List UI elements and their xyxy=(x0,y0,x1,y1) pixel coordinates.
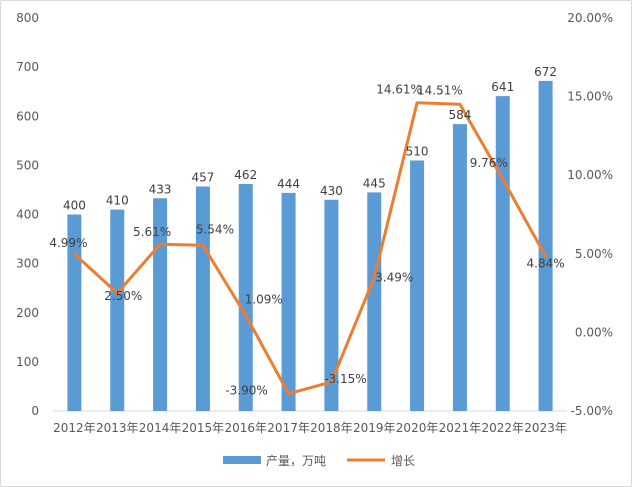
growth-line xyxy=(72,101,548,396)
bar-value-label: 444 xyxy=(277,177,300,191)
x-axis-tick-label: 2022年 xyxy=(481,421,524,435)
bar xyxy=(110,209,125,411)
bar xyxy=(238,184,253,411)
bar-value-label: 584 xyxy=(448,108,471,122)
x-axis-tick-label: 2017年 xyxy=(267,421,310,435)
left-y-axis: 0 100 200 300 400 500 600 700 800 xyxy=(16,11,39,418)
bar xyxy=(538,80,553,411)
left-axis-tick-label: 300 xyxy=(16,257,39,271)
line-value-label: -3.90% xyxy=(225,384,267,398)
bar-value-label: 445 xyxy=(363,176,386,190)
x-axis-tick-label: 2014年 xyxy=(139,421,182,435)
bar xyxy=(367,192,382,411)
legend-swatch-bar xyxy=(223,456,261,464)
line-data-labels: 4.99% 2.50% 5.61% 5.54% 1.09% -3.90% -3.15% 3.4… xyxy=(49,83,564,398)
x-axis-tick-label: 2018年 xyxy=(310,421,353,435)
bar-series xyxy=(67,80,553,412)
right-axis-tick-label: 15.00% xyxy=(567,90,613,104)
line-value-label: 1.09% xyxy=(245,292,283,306)
left-axis-tick-label: 100 xyxy=(16,355,39,369)
line-series xyxy=(72,101,548,396)
line-value-label: -3.15% xyxy=(324,372,366,386)
x-axis-tick-label: 2023年 xyxy=(524,421,567,435)
bar xyxy=(67,214,82,411)
bar-value-label: 400 xyxy=(63,199,86,213)
x-axis-tick-label: 2019年 xyxy=(353,421,396,435)
bar-value-label: 672 xyxy=(534,65,557,79)
right-axis-tick-label: 10.00% xyxy=(567,168,613,182)
bar xyxy=(324,199,339,411)
bar-value-label: 510 xyxy=(406,144,429,158)
bar-data-labels: 400 410 433 457 462 444 430 445 510 584 641 672 xyxy=(63,65,557,213)
x-axis-tick-label: 2013年 xyxy=(96,421,139,435)
bar-value-label: 462 xyxy=(234,168,257,182)
line-value-label: 2.50% xyxy=(104,289,142,303)
bar xyxy=(195,186,210,411)
legend-label-bar: 产量，万吨 xyxy=(266,454,326,468)
line-value-label: 9.76% xyxy=(470,156,508,170)
right-y-axis: -5.00% 0.00% 5.00% 10.00% 15.00% 20.00% xyxy=(567,11,613,418)
x-axis: 2012年 2013年 2014年 2015年 2016年 2017年 2018年 2019年… xyxy=(53,410,567,435)
left-axis-tick-label: 200 xyxy=(16,306,39,320)
legend-label-line: 增长 xyxy=(391,454,415,468)
left-axis-tick-label: 400 xyxy=(16,208,39,222)
right-axis-tick-label: 5.00% xyxy=(575,247,613,261)
line-value-label: 14.61% xyxy=(376,83,422,97)
right-axis-tick-label: -5.00% xyxy=(571,404,613,418)
legend: 产量，万吨 增长 xyxy=(223,454,415,468)
x-axis-tick-label: 2020年 xyxy=(396,421,439,435)
bar xyxy=(153,198,168,411)
bar xyxy=(495,96,510,411)
bar xyxy=(281,192,296,411)
line-value-label: 4.99% xyxy=(49,236,87,250)
right-axis-tick-label: 20.00% xyxy=(567,11,613,25)
left-axis-tick-label: 500 xyxy=(16,158,39,172)
bar-value-label: 457 xyxy=(191,170,214,184)
line-value-label: 3.49% xyxy=(375,271,413,285)
left-axis-tick-label: 0 xyxy=(31,404,39,418)
bar xyxy=(410,160,425,411)
left-axis-tick-label: 600 xyxy=(16,109,39,123)
line-value-label: 14.51% xyxy=(417,83,463,97)
bar-value-label: 410 xyxy=(106,194,129,208)
bar-value-label: 430 xyxy=(320,184,343,198)
line-value-label: 4.84% xyxy=(527,256,565,270)
right-axis-tick-label: 0.00% xyxy=(575,325,613,339)
left-axis-tick-label: 800 xyxy=(16,11,39,25)
x-axis-tick-label: 2012年 xyxy=(53,421,96,435)
left-axis-tick-label: 700 xyxy=(16,60,39,74)
bar-value-label: 433 xyxy=(149,182,172,196)
x-axis-tick-label: 2021年 xyxy=(439,421,482,435)
bar-value-label: 641 xyxy=(491,80,514,94)
x-axis-tick-label: 2016年 xyxy=(224,421,267,435)
line-value-label: 5.61% xyxy=(133,225,171,239)
line-value-label: 5.54% xyxy=(196,222,234,236)
bar xyxy=(452,124,467,412)
x-axis-tick-label: 2015年 xyxy=(182,421,225,435)
